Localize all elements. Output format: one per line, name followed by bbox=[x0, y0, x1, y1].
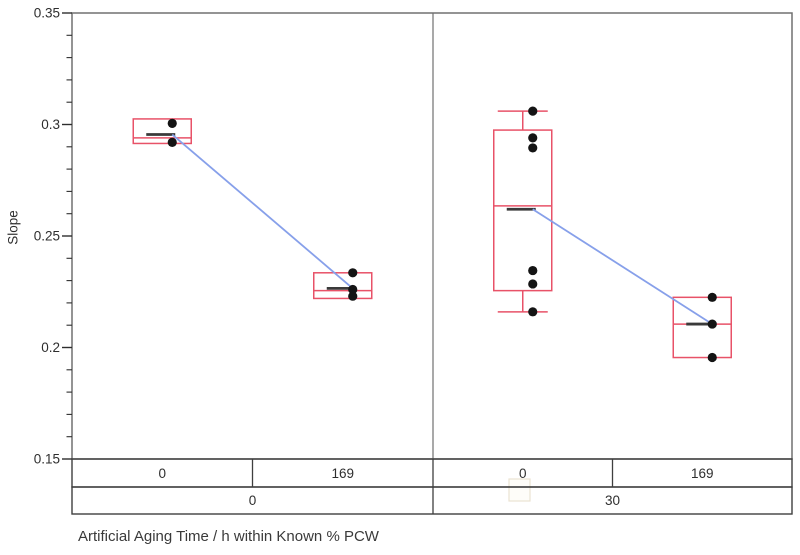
aging-time-label: 169 bbox=[331, 466, 354, 481]
mean-connect-line bbox=[171, 133, 354, 290]
box bbox=[493, 129, 553, 292]
pcw-label-row bbox=[71, 486, 793, 515]
y-tick-label: 0.35 bbox=[34, 6, 60, 21]
pcw-group-label: 0 bbox=[249, 493, 257, 508]
plot-frame bbox=[71, 12, 793, 460]
data-point bbox=[528, 307, 538, 317]
y-tick-label: 0.2 bbox=[41, 340, 60, 355]
data-point bbox=[528, 279, 538, 289]
box bbox=[132, 118, 192, 145]
data-point bbox=[528, 265, 538, 276]
data-point bbox=[707, 292, 717, 302]
aging-time-label: 169 bbox=[691, 466, 714, 481]
y-tick-label: 0.3 bbox=[41, 117, 60, 132]
data-point bbox=[528, 106, 538, 116]
aging-time-label: 0 bbox=[158, 466, 166, 481]
box bbox=[672, 296, 732, 359]
y-tick-label: 0.15 bbox=[34, 452, 60, 467]
data-point bbox=[528, 133, 538, 143]
ghost-artifact bbox=[508, 478, 531, 502]
data-point bbox=[348, 284, 358, 295]
data-point bbox=[707, 319, 717, 329]
y-tick-label: 0.25 bbox=[34, 229, 60, 244]
data-point bbox=[167, 137, 177, 147]
aging-time-label: 0 bbox=[519, 466, 527, 481]
pcw-group-label: 30 bbox=[605, 493, 620, 508]
data-point bbox=[348, 291, 358, 301]
data-point bbox=[348, 268, 358, 278]
data-point bbox=[707, 352, 717, 363]
x-axis-title: Artificial Aging Time / h within Known %… bbox=[78, 528, 379, 545]
box bbox=[313, 272, 373, 300]
data-point bbox=[528, 143, 538, 153]
data-point bbox=[167, 118, 177, 128]
aging-time-label-row bbox=[71, 458, 793, 488]
mean-connect-line bbox=[532, 208, 713, 325]
